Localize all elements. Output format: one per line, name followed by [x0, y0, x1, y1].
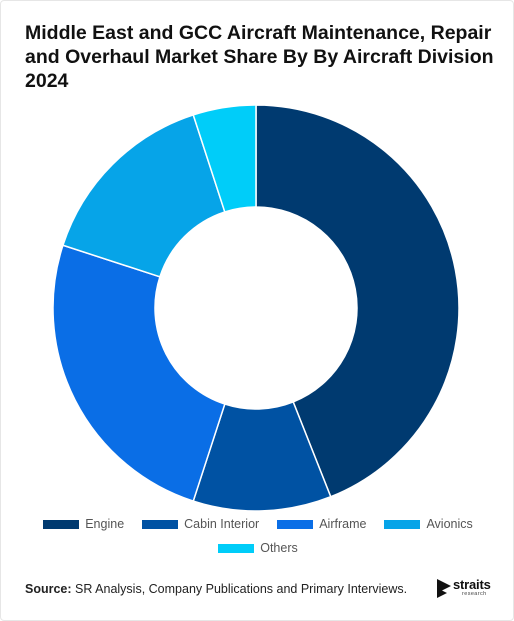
legend-item-avionics: Avionics: [384, 517, 473, 531]
chart-title: Middle East and GCC Aircraft Maintenance…: [25, 22, 494, 92]
slice-airframe: [52, 244, 226, 503]
source-note: Source: SR Analysis, Company Publication…: [25, 582, 407, 596]
logo-subword: research: [462, 591, 487, 597]
legend-item-others: Others: [218, 541, 298, 555]
slice-engine: [255, 104, 460, 498]
chart-legend: Engine Cabin Interior Airframe Avionics Othe…: [21, 517, 495, 555]
legend-label-airframe: Airframe: [319, 517, 367, 531]
legend-item-cabin-interior: Cabin Interior: [142, 517, 259, 531]
source-label: Source:: [25, 582, 72, 596]
straits-logo-icon: [437, 579, 451, 598]
legend-item-engine: Engine: [43, 517, 124, 531]
legend-label-others: Others: [260, 541, 298, 555]
legend-label-cabin-interior: Cabin Interior: [184, 517, 260, 531]
legend-label-engine: Engine: [85, 517, 125, 531]
donut-chart: [52, 104, 460, 511]
slice-avionics: [61, 113, 226, 278]
slice-others: [192, 104, 257, 213]
legend-swatch-avionics: [384, 519, 421, 529]
legend-item-airframe: Airframe: [277, 517, 366, 531]
logo-word: straits: [453, 577, 491, 592]
legend-label-avionics: Avionics: [426, 517, 473, 531]
source-text: SR Analysis, Company Publications and Pr…: [71, 582, 408, 596]
straits-logo: straits research: [437, 577, 497, 601]
legend-swatch-others: [218, 543, 255, 553]
legend-swatch-airframe: [277, 519, 314, 529]
legend-swatch-cabin-interior: [142, 519, 179, 529]
legend-swatch-engine: [43, 519, 80, 529]
